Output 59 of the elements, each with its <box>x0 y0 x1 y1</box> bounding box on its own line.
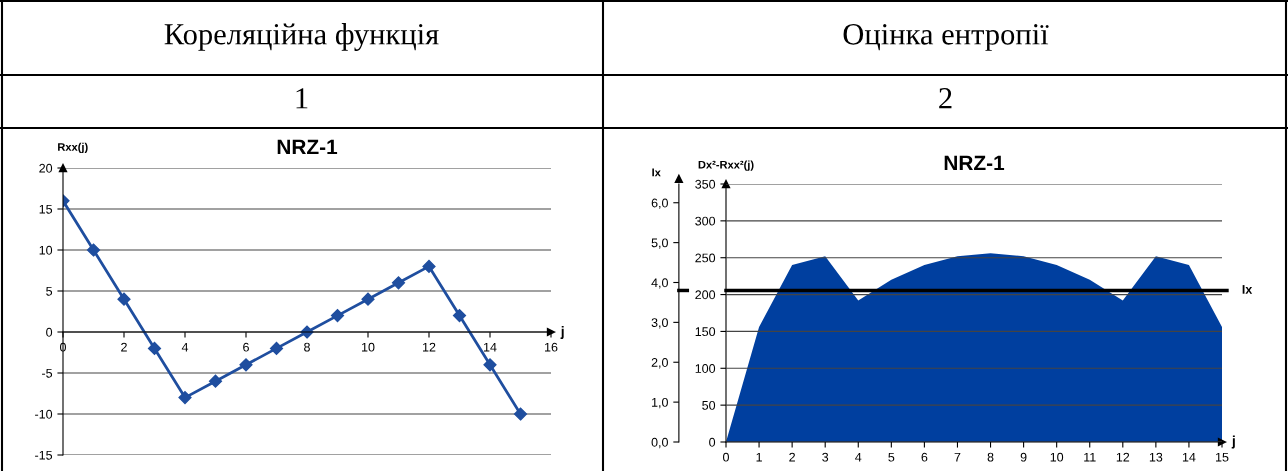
y-tick-label: 300 <box>695 216 716 226</box>
y2-tick-label: 3,0 <box>651 318 668 329</box>
x-tick-label: 10 <box>362 342 375 352</box>
x-tick-label: 4 <box>855 452 862 462</box>
x-tick-label: 12 <box>1116 452 1130 462</box>
x-tick-label: 7 <box>954 452 961 462</box>
x-tick-label: 5 <box>888 452 895 462</box>
x-tick-label: 8 <box>987 452 994 462</box>
y2-tick-label: 5,0 <box>651 238 668 249</box>
x-tick-label: 15 <box>1216 452 1229 462</box>
chart-title: NRZ-1 <box>277 139 338 155</box>
x-tick-label: 9 <box>1020 452 1027 462</box>
x-tick-label: 16 <box>545 342 558 352</box>
x-tick-label: 2 <box>121 342 127 352</box>
y-tick-label: 5 <box>46 286 53 296</box>
chart-title: NRZ-1 <box>944 155 1005 171</box>
x-tick-label: 8 <box>304 342 310 352</box>
x-tick-label: 13 <box>1149 452 1163 462</box>
y-tick-label: 100 <box>695 364 716 373</box>
y2-tick-label: 0,0 <box>651 437 668 449</box>
text: 1 <box>296 88 308 109</box>
y2-tick-label: 2,0 <box>651 358 668 369</box>
y2-tick-label: 4,0 <box>651 278 668 289</box>
x-tick-label: 14 <box>1182 452 1196 462</box>
y-axis-title: Dx²-Rxx²(j) <box>698 160 754 171</box>
y2-tick-label: 1,0 <box>652 397 668 409</box>
y-tick-label: -15 <box>35 450 53 460</box>
x-tick-label: 12 <box>423 342 436 352</box>
y-tick-label: -10 <box>35 409 53 419</box>
y2-tick-label: 6,0 <box>651 198 668 209</box>
x-tick-label: 2 <box>789 452 795 462</box>
y-tick-label: 200 <box>695 290 716 300</box>
x-tick-label: 11 <box>1084 452 1096 462</box>
y-tick-label: 150 <box>695 327 716 337</box>
y-tick-label: -5 <box>42 368 53 378</box>
x-axis-title: j <box>560 326 564 339</box>
y2-axis-title: Ix <box>652 168 661 177</box>
x-tick-label: 14 <box>484 342 497 352</box>
ref-line-label: Ix <box>1242 285 1253 294</box>
y-tick-label: 50 <box>702 400 716 410</box>
x-tick-label: 4 <box>181 342 189 352</box>
x-tick-label: 6 <box>243 342 249 352</box>
y-tick-label: 20 <box>39 163 53 173</box>
y-tick-label: 10 <box>39 245 53 255</box>
y-tick-label: 350 <box>695 179 716 189</box>
text: 2 <box>939 88 952 109</box>
x-tick-label: 10 <box>1050 452 1064 462</box>
x-tick-label: 1 <box>756 452 762 462</box>
y-tick-label: 0 <box>46 327 53 337</box>
x-tick-label: 3 <box>822 452 829 462</box>
x-tick-label: 6 <box>921 452 928 462</box>
text: Кореляційна функція <box>164 23 439 51</box>
y-tick-label: 0 <box>709 437 716 447</box>
y-axis-title: Rxx(j) <box>58 142 88 154</box>
x-tick-label: 0 <box>723 452 729 462</box>
text: Оцінка ентропії <box>843 24 1049 51</box>
y-tick-label: 15 <box>39 204 53 214</box>
y-tick-label: 250 <box>695 253 716 263</box>
x-axis-title: j <box>1231 435 1235 449</box>
